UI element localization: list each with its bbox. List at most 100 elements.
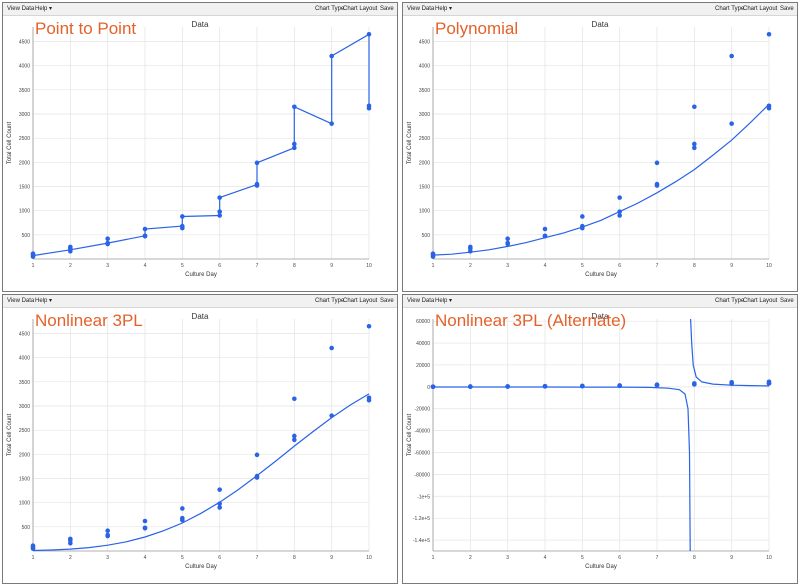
- fit-line: [433, 318, 770, 552]
- data-point: [692, 145, 697, 151]
- y-tick-label: 3500: [19, 380, 30, 386]
- x-tick-label: 7: [656, 263, 659, 269]
- x-tick-label: 2: [469, 263, 472, 269]
- y-tick-label: 3000: [19, 112, 30, 118]
- data-point: [292, 396, 297, 402]
- x-tick-label: 2: [469, 555, 472, 561]
- x-tick-label: 6: [618, 263, 621, 269]
- data-point: [142, 233, 148, 239]
- fit-line: [32, 33, 370, 257]
- data-point: [329, 121, 334, 126]
- data-point: [729, 53, 734, 59]
- view-data-button[interactable]: View Data: [7, 298, 35, 304]
- chart-layout-button[interactable]: Chart Layout: [343, 6, 378, 12]
- x-tick-label: 9: [330, 263, 333, 269]
- fit-type-label: Nonlinear 3PL: [35, 311, 143, 330]
- y-tick-label: 1500: [419, 185, 430, 191]
- data-point: [254, 473, 260, 479]
- x-tick-label: 3: [506, 555, 509, 561]
- data-point: [329, 53, 334, 59]
- data-point: [30, 543, 36, 548]
- y-tick-label: -40000: [414, 429, 430, 435]
- chart-type-button[interactable]: Chart Type: [315, 6, 345, 12]
- y-tick-label: 4500: [419, 40, 430, 46]
- data-point: [654, 160, 660, 166]
- data-point: [729, 379, 734, 385]
- view-data-button[interactable]: View Data: [7, 6, 35, 12]
- help-menu-button[interactable]: Help ▾: [435, 298, 453, 304]
- x-axis-label: Culture Day: [185, 564, 217, 570]
- y-tick-label: -1.2e+5: [413, 516, 430, 522]
- y-tick-label: 2000: [19, 160, 30, 166]
- x-tick-label: 5: [581, 263, 584, 269]
- data-point: [468, 244, 473, 250]
- chart-panel-nonlinear-3pl-alternate: View Data Help ▾ Chart Type Chart Layout…: [402, 294, 798, 584]
- y-axis-label: Total Cell Count: [7, 413, 13, 456]
- x-tick-label: 7: [256, 263, 259, 269]
- x-tick-label: 8: [293, 555, 296, 561]
- fit-type-label: Polynomial: [435, 19, 519, 38]
- data-point: [430, 384, 436, 390]
- chart-layout-button[interactable]: Chart Layout: [743, 6, 778, 12]
- y-tick-label: 2500: [19, 136, 30, 142]
- chart-type-button[interactable]: Chart Type: [315, 298, 345, 304]
- chart-toolbar: View Data Help ▾ Chart Type Chart Layout…: [3, 3, 397, 16]
- x-tick-label: 3: [106, 555, 109, 561]
- save-button[interactable]: Save: [380, 6, 394, 12]
- data-point: [180, 223, 185, 229]
- data-point: [692, 381, 697, 386]
- help-menu-button[interactable]: Help ▾: [435, 6, 453, 12]
- y-tick-label: -1e+5: [417, 494, 430, 500]
- x-tick-label: 8: [693, 263, 696, 269]
- data-point: [366, 323, 372, 329]
- data-point: [617, 213, 622, 218]
- view-data-button[interactable]: View Data: [407, 298, 435, 304]
- data-point: [580, 223, 585, 229]
- data-point: [142, 518, 148, 524]
- y-tick-label: 1500: [19, 185, 30, 191]
- x-tick-label: 1: [432, 263, 435, 269]
- save-button[interactable]: Save: [380, 298, 394, 304]
- data-point: [542, 383, 548, 389]
- fit-type-label: Nonlinear 3PL (Alternate): [435, 311, 627, 330]
- x-tick-label: 6: [218, 555, 221, 561]
- x-tick-label: 10: [366, 555, 372, 561]
- x-tick-label: 6: [218, 263, 221, 269]
- x-tick-label: 4: [544, 263, 547, 269]
- save-button[interactable]: Save: [780, 6, 794, 12]
- help-menu-button[interactable]: Help ▾: [35, 298, 53, 304]
- data-point: [30, 251, 36, 256]
- chart-layout-button[interactable]: Chart Layout: [343, 298, 378, 304]
- data-point: [430, 251, 436, 256]
- data-point: [292, 141, 297, 147]
- data-point: [766, 31, 772, 37]
- chart-layout-button[interactable]: Chart Layout: [743, 298, 778, 304]
- x-tick-label: 8: [693, 555, 696, 561]
- data-point: [617, 209, 622, 214]
- y-tick-label: 4000: [419, 64, 430, 70]
- data-point: [217, 213, 222, 218]
- chart-toolbar: View Data Help ▾ Chart Type Chart Layout…: [3, 295, 397, 308]
- data-point: [180, 506, 185, 511]
- data-point: [617, 195, 622, 200]
- help-menu-button[interactable]: Help ▾: [35, 6, 53, 12]
- data-point: [692, 104, 697, 110]
- save-button[interactable]: Save: [780, 298, 794, 304]
- data-point: [505, 384, 510, 389]
- chart-type-button[interactable]: Chart Type: [715, 6, 745, 12]
- y-tick-label: 500: [22, 233, 31, 239]
- chart-type-button[interactable]: Chart Type: [715, 298, 745, 304]
- y-tick-label: 1000: [419, 209, 430, 215]
- data-point: [766, 103, 772, 109]
- data-point: [217, 505, 222, 510]
- view-data-button[interactable]: View Data: [407, 6, 435, 12]
- fit-line: [432, 103, 770, 256]
- data-point: [68, 536, 73, 542]
- data-point: [105, 528, 110, 533]
- chart-title: Data: [191, 20, 209, 29]
- chart-svg: 500 1000 1500 2000 2500 3000 3500 4000 4500 1 2 3 4 5…: [7, 27, 372, 278]
- x-tick-label: 10: [766, 263, 772, 269]
- y-axis-label: Total Cell Count: [407, 121, 413, 164]
- y-tick-label: 40000: [416, 341, 430, 347]
- data-point: [366, 395, 372, 401]
